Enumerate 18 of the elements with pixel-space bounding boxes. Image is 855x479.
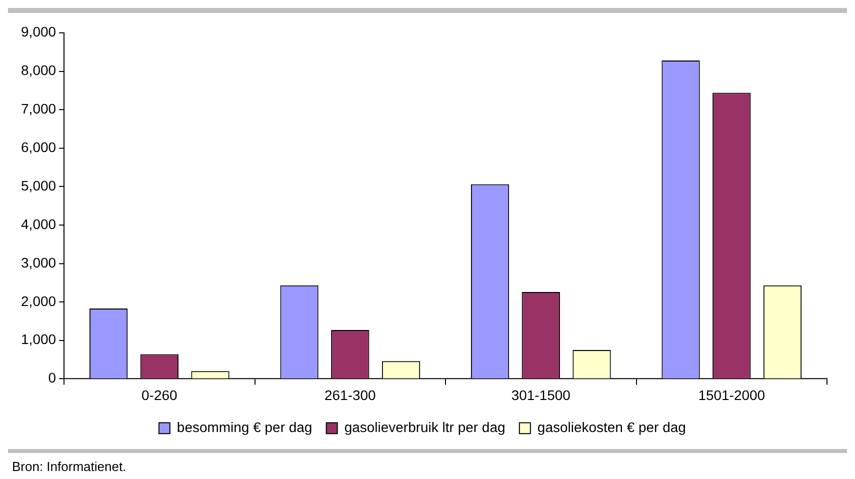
legend-label: gasoliekosten € per dag (537, 419, 686, 435)
y-tick-label: 1,000 (21, 331, 56, 348)
y-tick-label: 5,000 (21, 177, 56, 194)
y-tick-label: 6,000 (21, 139, 56, 155)
x-tick-label: 1501-2000 (698, 386, 766, 403)
x-tick-label: 301-1500 (511, 386, 571, 403)
legend-label: besomming € per dag (176, 419, 312, 435)
y-tick-label: 0 (48, 370, 56, 386)
x-tick-label: 0-260 (142, 386, 178, 403)
y-tick-label: 3,000 (21, 254, 56, 270)
y-tick-label: 9,000 (21, 24, 56, 40)
text: Bron: Informatienet. (11, 458, 128, 476)
y-tick-label: 8,000 (21, 62, 56, 78)
y-tick-label: 4,000 (21, 216, 56, 232)
x-tick-label: 261-300 (324, 386, 376, 403)
legend-label: gasolieverbruik ltr per dag (344, 419, 506, 435)
y-tick-label: 7,000 (21, 100, 56, 117)
y-tick-label: 2,000 (21, 292, 56, 309)
